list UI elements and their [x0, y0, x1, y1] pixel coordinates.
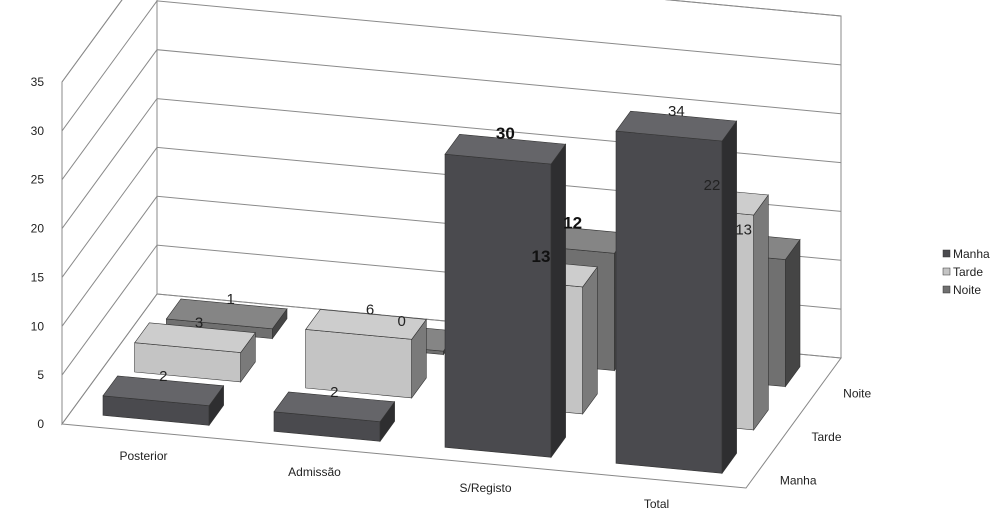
gridline	[61, 146, 842, 278]
y-tick-label: 0	[37, 417, 44, 431]
data-label: 13	[532, 247, 551, 266]
bar-top-face	[273, 391, 396, 423]
x-category-label: Posterior	[119, 449, 167, 463]
x-category-label: Total	[644, 497, 669, 511]
bar-side-face	[550, 143, 566, 459]
gridline	[61, 98, 842, 229]
legend-label: Manha	[953, 247, 990, 261]
bar-top-face	[615, 110, 738, 142]
bar-manha	[102, 375, 225, 427]
y-tick-label: 25	[31, 173, 45, 187]
legend-swatch	[942, 267, 951, 276]
data-label: 30	[496, 124, 515, 143]
data-label: 1	[226, 291, 234, 308]
bar-tarde	[134, 322, 256, 383]
bar-top-face	[165, 298, 288, 330]
bar-side-face	[582, 266, 598, 415]
gridline	[61, 49, 842, 180]
bar-side-face	[785, 238, 801, 388]
legend: Manha Tarde Noite	[942, 247, 990, 297]
gridline	[61, 0, 842, 83]
bar-side-face	[721, 120, 737, 475]
depth-axis-label: Tarde	[812, 430, 842, 444]
bar-top-face	[444, 133, 567, 165]
x-category-label: S/Registo	[459, 481, 511, 495]
bar-manha	[615, 110, 738, 475]
bar-manha	[273, 391, 396, 443]
bars	[102, 110, 801, 475]
bar-front-face	[305, 329, 413, 399]
bar-top-face	[134, 322, 256, 353]
data-label: 3	[195, 315, 203, 332]
data-label: 22	[704, 177, 721, 194]
gridline	[61, 0, 842, 132]
floor	[61, 293, 842, 489]
data-label: 13	[735, 222, 752, 239]
bar-top-face	[305, 309, 427, 340]
data-label: 2	[330, 384, 338, 401]
legend-swatch	[942, 249, 951, 258]
y-tick-label: 5	[37, 368, 44, 382]
bar-top-face	[102, 375, 225, 407]
data-label: 12	[563, 213, 582, 232]
y-tick-label: 20	[31, 222, 45, 236]
legend-label: Noite	[953, 283, 981, 297]
y-tick-label: 35	[31, 75, 45, 89]
legend-swatch	[942, 285, 951, 294]
data-label: 2	[159, 368, 167, 385]
y-tick-label: 30	[31, 124, 45, 138]
y-tick-label: 10	[31, 319, 45, 333]
bar-manha	[444, 133, 567, 459]
data-label: 6	[366, 301, 374, 318]
depth-axis-label: Noite	[843, 387, 871, 401]
x-category-label: Admissão	[288, 465, 341, 479]
data-label: 0	[397, 313, 405, 330]
bar-side-face	[753, 194, 769, 431]
data-label: 34	[668, 103, 685, 120]
legend-label: Tarde	[953, 265, 983, 279]
bar-tarde	[305, 309, 427, 399]
y-tick-label: 15	[31, 270, 45, 284]
bar-front-face	[444, 153, 552, 458]
depth-axis-label: Manha	[780, 473, 817, 487]
